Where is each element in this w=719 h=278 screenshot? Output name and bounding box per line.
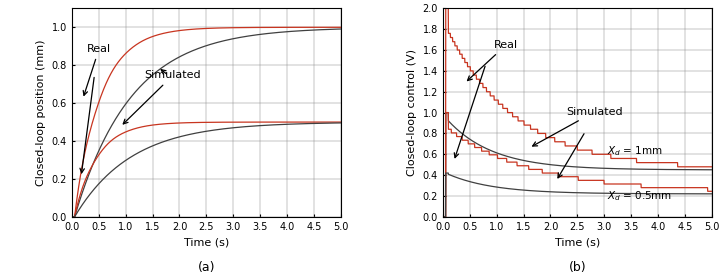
X-axis label: Time (s): Time (s) bbox=[184, 237, 229, 247]
Text: Simulated: Simulated bbox=[533, 107, 623, 146]
Text: Real: Real bbox=[83, 44, 111, 95]
Text: Simulated: Simulated bbox=[123, 70, 201, 124]
Text: (b): (b) bbox=[569, 261, 586, 274]
Text: $X_d$ = 0.5mm: $X_d$ = 0.5mm bbox=[607, 189, 672, 203]
Y-axis label: Closed-loop control (V): Closed-loop control (V) bbox=[407, 49, 417, 176]
Text: Real: Real bbox=[467, 40, 518, 81]
Y-axis label: Closed-loop position (mm): Closed-loop position (mm) bbox=[36, 39, 46, 186]
Text: $X_d$ = 1mm: $X_d$ = 1mm bbox=[607, 144, 663, 158]
X-axis label: Time (s): Time (s) bbox=[555, 237, 600, 247]
Text: (a): (a) bbox=[198, 261, 215, 274]
